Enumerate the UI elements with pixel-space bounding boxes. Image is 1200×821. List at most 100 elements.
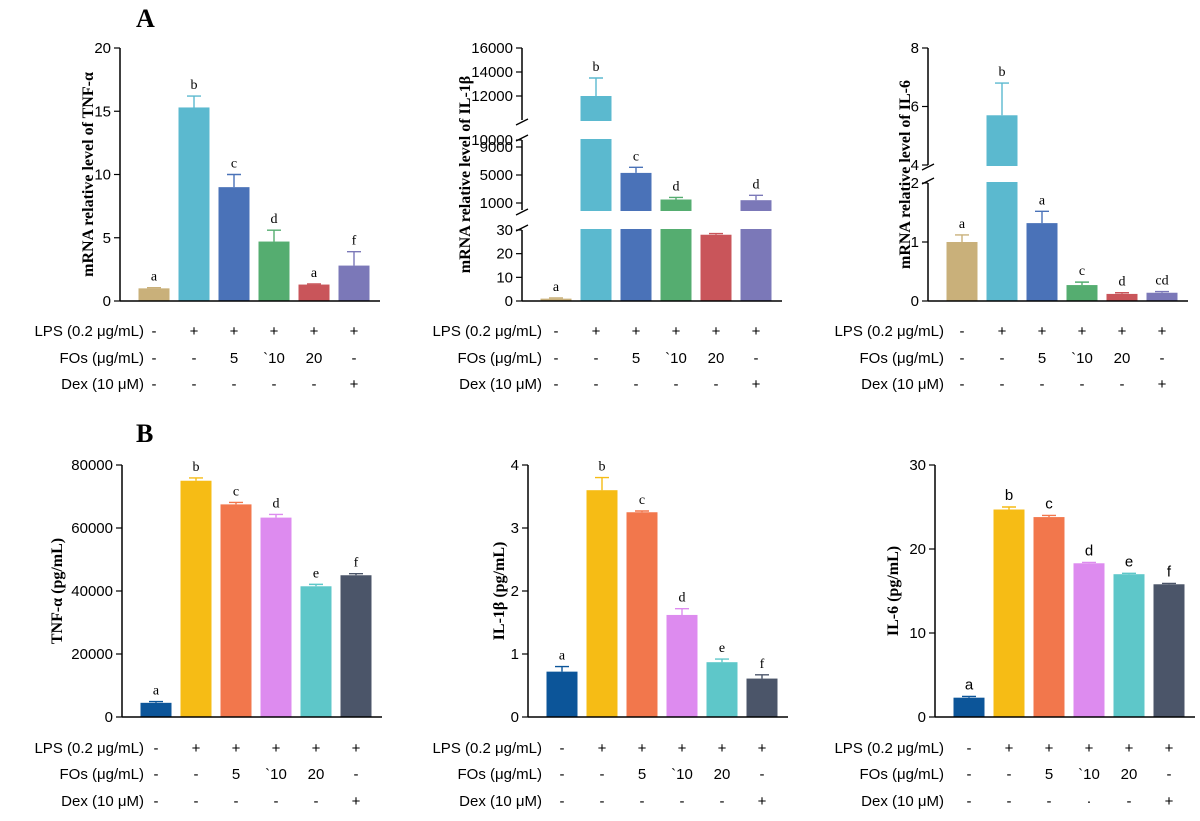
sig-letter-b1-6: f xyxy=(354,556,359,571)
sig-letter-a3-1: a xyxy=(959,217,966,232)
condition-value: - xyxy=(960,323,965,340)
condition-value: + xyxy=(1165,740,1174,757)
y-axis-label-a2: mRNA relative level of IL-1β xyxy=(457,76,474,273)
condition-value: + xyxy=(598,740,607,757)
y-tick-label: 9000 xyxy=(480,139,513,156)
condition-value: `10 xyxy=(665,350,687,367)
error-bar-a2-5 xyxy=(709,232,723,235)
chart-a2: abcded0102030100050009000100001200014000… xyxy=(432,40,784,393)
y-tick-label: 0 xyxy=(105,709,113,726)
axis-break-gap xyxy=(524,211,784,229)
y-axis-label-b1: TNF-α (pg/mL) xyxy=(49,538,66,644)
condition-value: 5 xyxy=(638,766,646,783)
error-bar-b3-5 xyxy=(1122,572,1136,575)
error-bar-b1-2 xyxy=(189,477,203,481)
condition-value: 20 xyxy=(306,350,323,367)
axis-break-gap xyxy=(930,166,1190,182)
y-tick-label: 5000 xyxy=(480,167,513,184)
sig-letter-a1-2: b xyxy=(191,78,198,93)
error-bar-a3-4 xyxy=(1075,281,1089,286)
bar-b1-2 xyxy=(180,480,212,717)
sig-letter-a3-2: b xyxy=(999,65,1006,80)
y-tick-label: 20 xyxy=(94,40,111,57)
condition-label-fos: FOs (μg/mL) xyxy=(458,766,542,783)
bar-b1-3 xyxy=(220,504,252,717)
sig-letter-b2-5: e xyxy=(719,641,725,656)
condition-value: + xyxy=(232,740,241,757)
error-bar-a2-4 xyxy=(669,196,683,200)
condition-value: - xyxy=(232,376,237,393)
condition-value: - xyxy=(674,376,679,393)
bar-a3-2 xyxy=(986,115,1018,302)
condition-label-dex: Dex (10 μM) xyxy=(459,793,542,810)
sig-letter-a3-6: cd xyxy=(1155,274,1168,289)
error-bar-a2-2 xyxy=(589,77,603,96)
condition-value: + xyxy=(352,793,361,810)
condition-label-lps: LPS (0.2 μg/mL) xyxy=(834,323,944,340)
condition-value: + xyxy=(272,740,281,757)
condition-value: + xyxy=(632,323,641,340)
y-tick-label: 10000 xyxy=(471,132,513,149)
y-axis-label-b2: IL-1β (pg/mL) xyxy=(491,542,508,641)
bar-a1-3 xyxy=(218,187,250,301)
condition-value: - xyxy=(194,793,199,810)
condition-value: + xyxy=(1118,323,1127,340)
condition-value: 5 xyxy=(1038,350,1046,367)
sig-letter-b3-5: e xyxy=(1125,553,1133,570)
condition-value: + xyxy=(998,323,1007,340)
y-tick-label: 20 xyxy=(909,541,926,558)
error-bar-a2-3 xyxy=(629,166,643,173)
y-tick-label: 80000 xyxy=(71,457,113,474)
condition-value: · xyxy=(1087,793,1092,810)
sig-letter-b1-3: c xyxy=(233,484,239,499)
sig-letter-a2-4: d xyxy=(673,179,680,194)
bar-b1-5 xyxy=(300,586,332,717)
condition-value: + xyxy=(638,740,647,757)
error-bar-b1-6 xyxy=(349,572,363,576)
condition-value: - xyxy=(634,376,639,393)
condition-value: + xyxy=(758,740,767,757)
bar-a1-6 xyxy=(338,265,370,301)
sig-letter-a3-5: d xyxy=(1119,275,1126,290)
condition-value: + xyxy=(352,740,361,757)
sig-letter-b3-3: c xyxy=(1045,495,1053,512)
y-tick-label: 3 xyxy=(511,520,519,537)
chart-b3: a b c d e f 0 10 20 30 IL-6 (pg/mL) LPS (0.2 μg/mL)… xyxy=(834,457,1195,810)
bar-b1-6 xyxy=(340,575,372,717)
condition-value: - xyxy=(274,793,279,810)
error-bar-b2-2 xyxy=(595,476,609,491)
condition-value: - xyxy=(967,793,972,810)
bar-b3-4 xyxy=(1073,563,1105,717)
condition-value: - xyxy=(272,376,277,393)
y-axis-label-b3: IL-6 (pg/mL) xyxy=(885,546,902,636)
sig-letter-a1-4: d xyxy=(271,212,278,227)
condition-label-lps: LPS (0.2 μg/mL) xyxy=(34,740,144,757)
y-tick-label: 60000 xyxy=(71,520,113,537)
sig-letter-a2-3: c xyxy=(633,149,639,164)
condition-label-fos: FOs (μg/mL) xyxy=(458,350,542,367)
y-tick-label: 40000 xyxy=(71,583,113,600)
axis-break-mark xyxy=(921,163,935,171)
bar-a2-1 xyxy=(540,298,572,301)
bar-a1-2 xyxy=(178,107,210,301)
bar-a3-5 xyxy=(1106,293,1138,301)
y-tick-label: 15 xyxy=(94,103,111,120)
error-bar-a3-5 xyxy=(1115,292,1129,294)
bar-a3-1 xyxy=(946,242,978,301)
bar-b3-2 xyxy=(993,509,1025,717)
condition-value: - xyxy=(554,376,559,393)
condition-value: 20 xyxy=(714,766,731,783)
y-tick-label: 0 xyxy=(918,709,926,726)
bar-b1-1 xyxy=(140,702,172,717)
sig-letter-b1-5: e xyxy=(313,566,319,581)
sig-letter-a1-6: f xyxy=(352,234,357,249)
condition-value: + xyxy=(678,740,687,757)
panel-label-a: A xyxy=(136,4,155,33)
y-tick-label: 2 xyxy=(511,583,519,600)
bar-a1-1 xyxy=(138,288,170,301)
condition-value: `10 xyxy=(1078,766,1100,783)
y-tick-label: 6 xyxy=(911,99,919,116)
sig-letter-b2-1: a xyxy=(559,649,566,664)
